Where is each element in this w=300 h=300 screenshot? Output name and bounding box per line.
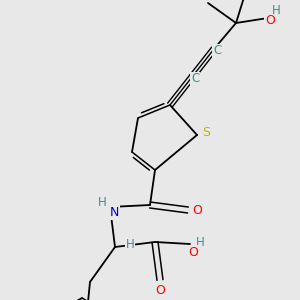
Text: C: C bbox=[213, 44, 221, 58]
Text: H: H bbox=[98, 196, 106, 209]
Text: O: O bbox=[265, 14, 275, 28]
Text: S: S bbox=[202, 127, 210, 140]
Text: O: O bbox=[192, 203, 202, 217]
Text: O: O bbox=[155, 284, 165, 296]
Text: N: N bbox=[109, 206, 119, 218]
Text: O: O bbox=[188, 245, 198, 259]
Text: H: H bbox=[126, 238, 134, 250]
Text: C: C bbox=[191, 73, 199, 85]
Text: H: H bbox=[196, 236, 204, 248]
Text: H: H bbox=[272, 4, 280, 16]
